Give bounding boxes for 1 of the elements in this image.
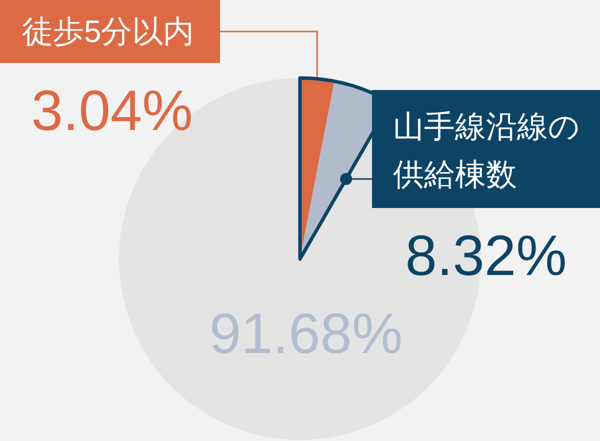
slice-label: 徒歩5分以内 <box>22 13 196 51</box>
